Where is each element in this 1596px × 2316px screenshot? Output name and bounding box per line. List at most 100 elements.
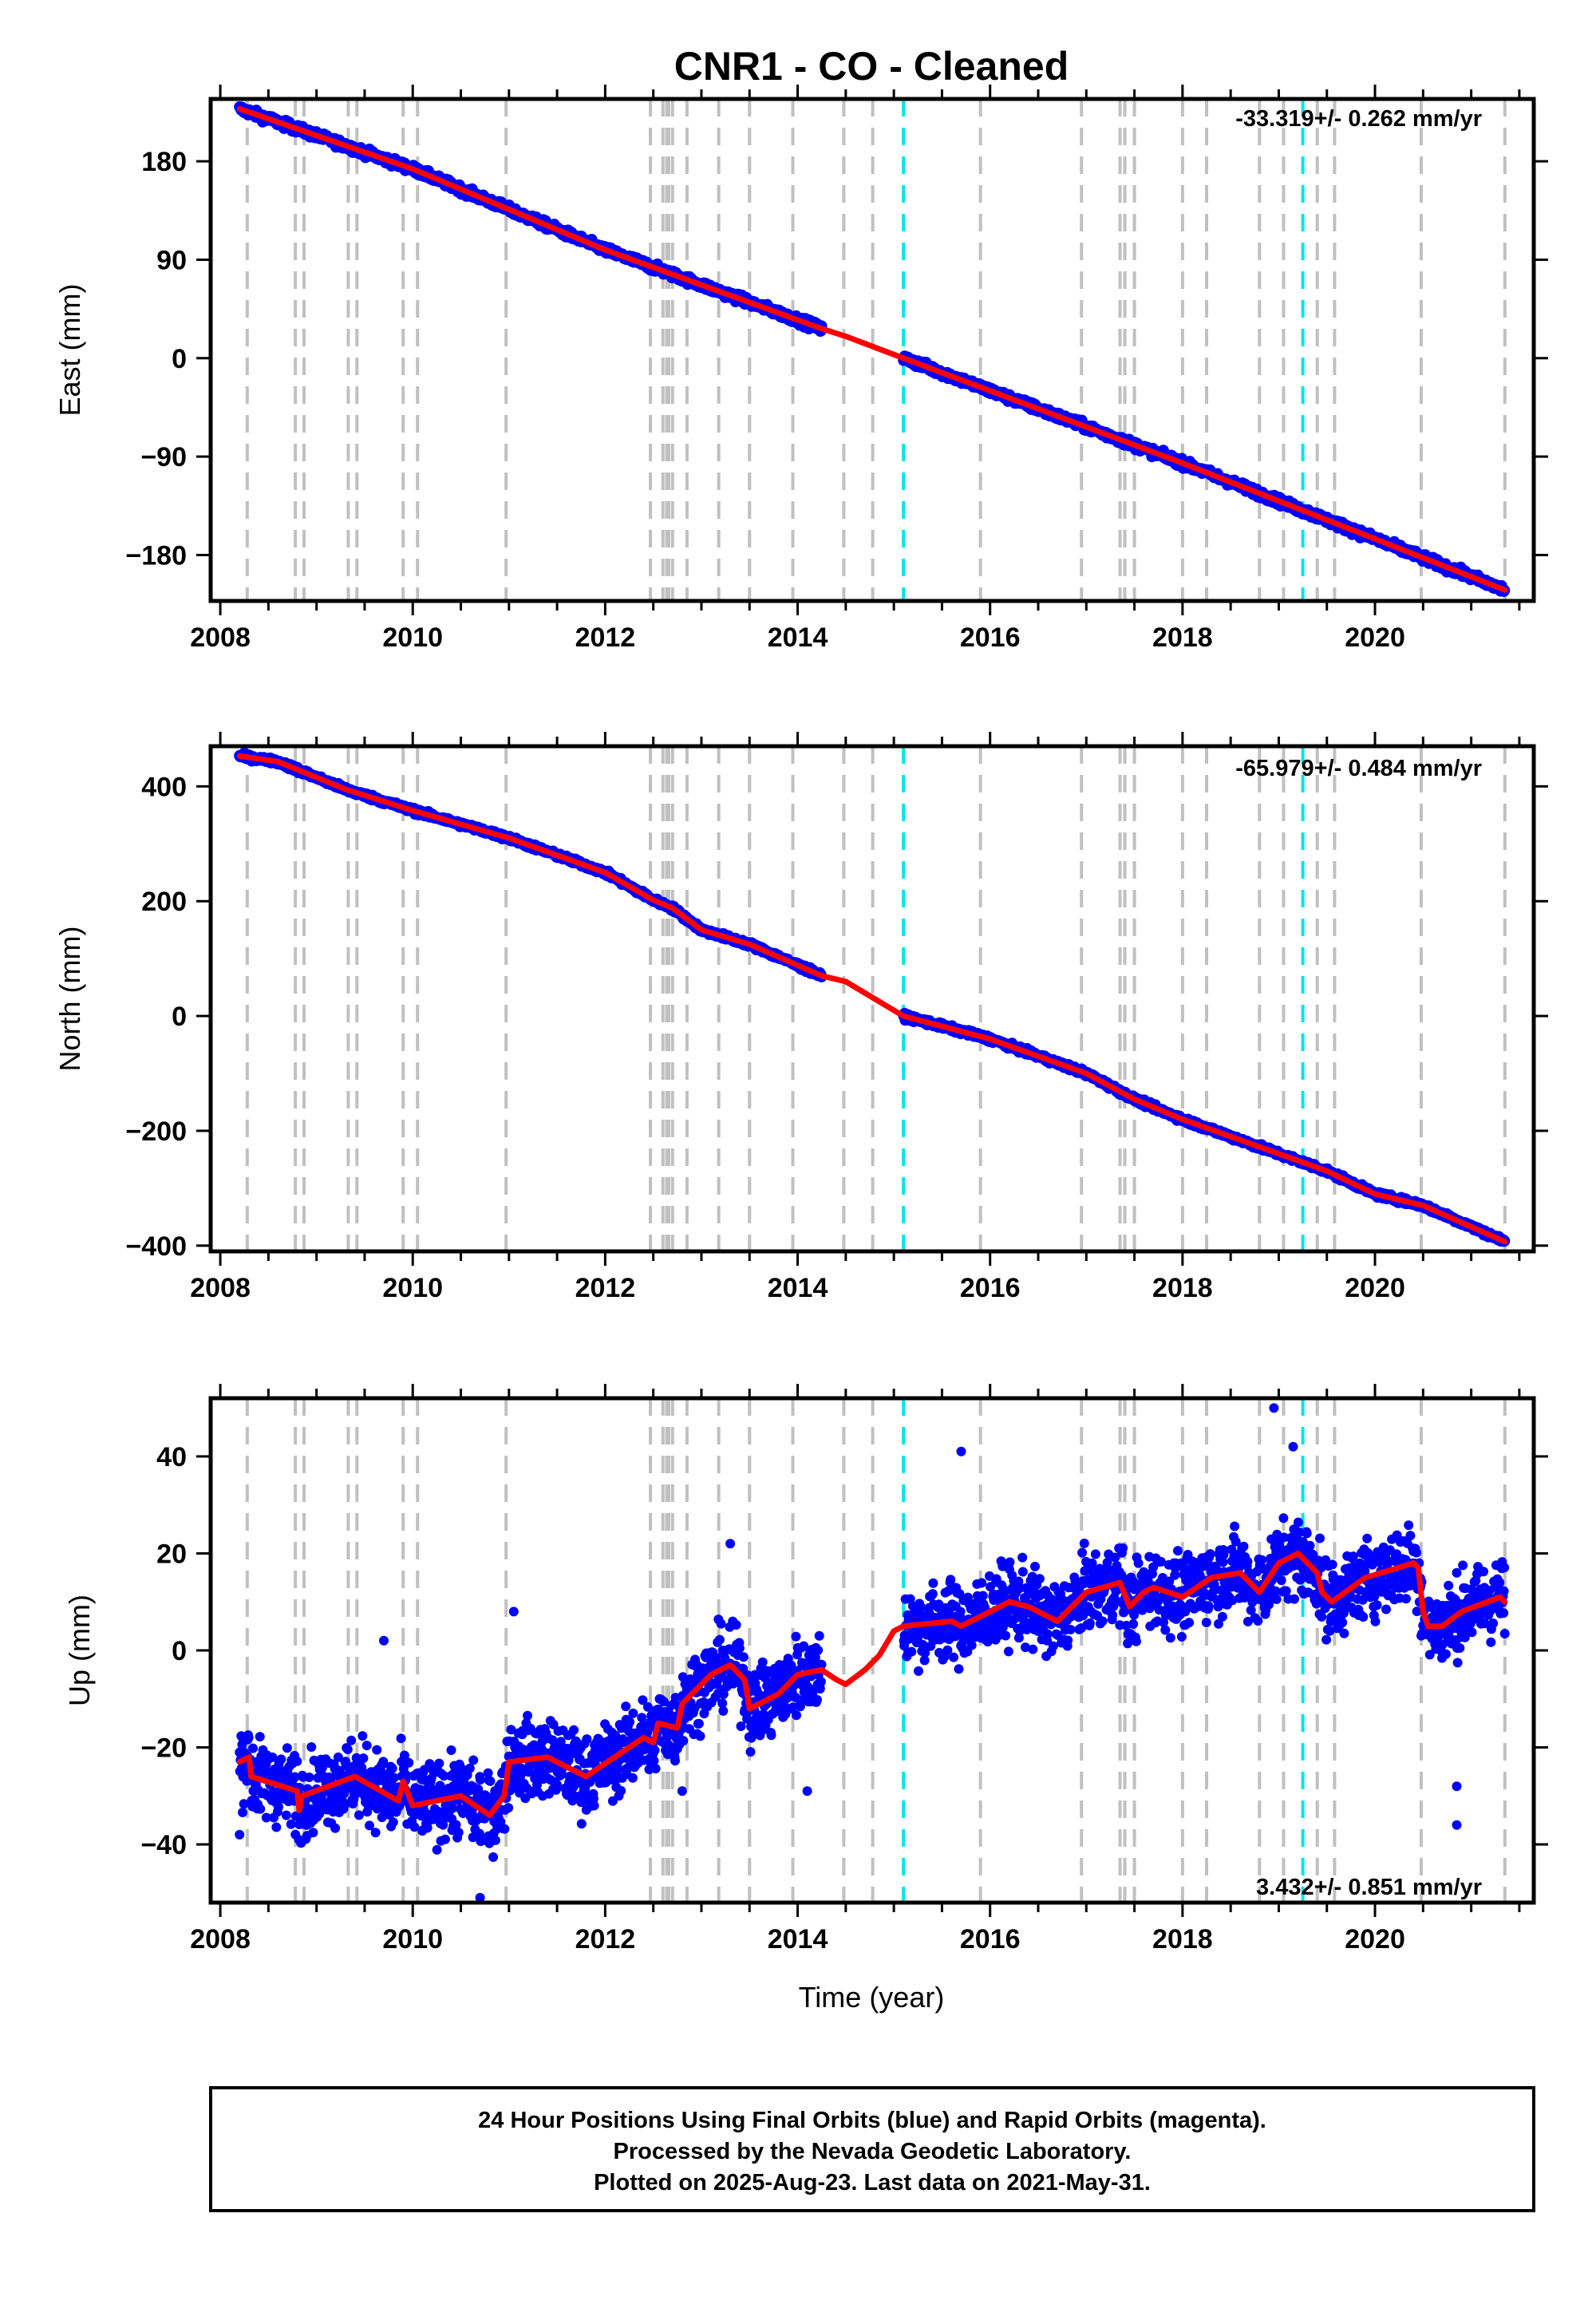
- data-point: [304, 1773, 314, 1782]
- data-point: [432, 1844, 442, 1855]
- data-point: [308, 1828, 318, 1838]
- data-point: [388, 1817, 398, 1828]
- y-tick-label: −200: [125, 1117, 187, 1147]
- data-point: [306, 1742, 317, 1752]
- data-point: [281, 1810, 291, 1820]
- data-point: [404, 1757, 414, 1768]
- plot-area: [234, 746, 1511, 1251]
- data-point: [361, 1741, 372, 1751]
- plot-frame: [208, 744, 1536, 1254]
- data-point: [451, 1820, 461, 1830]
- x-tick-label: 2012: [575, 1273, 636, 1303]
- x-tick-label: 2016: [960, 622, 1021, 653]
- data-point: [459, 1779, 469, 1789]
- x-tick-label: 2008: [190, 1273, 251, 1303]
- x-tick-label: 2018: [1152, 1273, 1213, 1303]
- data-point: [409, 1822, 420, 1832]
- data-point: [290, 1772, 300, 1782]
- y-axis-label: North (mm): [53, 927, 86, 1072]
- data-point: [434, 1758, 444, 1769]
- x-tick-label: 2010: [382, 622, 443, 653]
- data-point: [446, 1745, 456, 1755]
- data-point: [342, 1745, 353, 1754]
- y-tick-label: 180: [141, 147, 187, 177]
- data-point: [267, 1752, 278, 1762]
- plot-area: [235, 1398, 1510, 1903]
- data-point: [370, 1828, 381, 1838]
- data-point: [346, 1735, 357, 1745]
- data-point: [453, 1828, 464, 1838]
- data-point: [358, 1753, 369, 1764]
- model-fit-line: [236, 105, 1508, 593]
- plot-frame: [208, 97, 1536, 603]
- x-tick-label: 2014: [768, 1273, 828, 1303]
- model-fit-line: [236, 753, 1508, 1245]
- data-point: [276, 1754, 286, 1765]
- data-point: [396, 1733, 406, 1744]
- data-point: [387, 1763, 397, 1773]
- y-tick-label: 0: [172, 1002, 187, 1032]
- data-point: [334, 1765, 345, 1776]
- data-point: [340, 1800, 350, 1810]
- north-panel: 2008 2010 2012 2014 2016 2018 2020 −400 −200 0 200…: [53, 732, 1548, 1303]
- data-point: [440, 1834, 450, 1844]
- data-point: [378, 1757, 389, 1767]
- rate-label: -65.979+/- 0.484 mm/yr: [1235, 756, 1482, 781]
- data-point: [239, 1799, 249, 1809]
- data-point: [292, 1756, 302, 1766]
- data-point: [243, 1733, 254, 1743]
- data-point: [365, 1820, 374, 1831]
- up-panel: 2008 2010 2012 2014 2016 2018 2020−40−2002040U…: [63, 1384, 1548, 1954]
- data-point: [439, 1771, 449, 1781]
- data-point: [261, 1812, 271, 1823]
- data-point: [483, 1768, 493, 1778]
- x-tick-label: 2012: [575, 622, 636, 653]
- data-point: [286, 1819, 296, 1829]
- y-axis-label: East (mm): [53, 284, 86, 417]
- rate-label: -33.319+/- 0.262 mm/yr: [1235, 106, 1482, 132]
- data-point: [282, 1743, 292, 1753]
- data-point: [435, 1780, 445, 1791]
- data-point: [274, 1802, 283, 1812]
- data-point: [475, 1775, 485, 1785]
- data-point: [372, 1745, 382, 1755]
- x-tick-label: 2010: [382, 1273, 443, 1303]
- plot-area: [234, 99, 1511, 601]
- data-point: [422, 1823, 433, 1833]
- data-point: [490, 1835, 500, 1845]
- x-tick-label: 2018: [1152, 622, 1213, 653]
- data-point: [500, 1824, 510, 1834]
- data-point: [255, 1804, 266, 1814]
- data-point: [358, 1731, 368, 1741]
- x-tick-label: 2020: [1345, 622, 1405, 653]
- data-point: [448, 1803, 458, 1813]
- data-point: [330, 1823, 341, 1833]
- data-point: [333, 1752, 343, 1762]
- y-tick-label: −400: [125, 1231, 187, 1262]
- x-tick-label: 2016: [960, 1273, 1021, 1303]
- page-title: CNR1 - CO - Cleaned: [674, 44, 1069, 89]
- data-point: [415, 1784, 425, 1795]
- y-tick-label: −180: [125, 540, 187, 571]
- data-point: [488, 1852, 499, 1862]
- data-point: [485, 1776, 496, 1786]
- data-point: [248, 1743, 258, 1753]
- data-point: [238, 1808, 247, 1817]
- data-point: [468, 1755, 479, 1765]
- data-points: [235, 1403, 1510, 1903]
- data-point: [401, 1770, 412, 1780]
- x-tick-label: 2008: [190, 622, 251, 653]
- y-tick-label: −90: [140, 442, 187, 472]
- y-tick-label: 200: [141, 887, 187, 917]
- x-tick-label: 2020: [1345, 1273, 1405, 1303]
- data-point: [354, 1810, 364, 1820]
- east-panel: 2008 2010 2012 2014 2016 2018 2020 −180 −90 0 90 18…: [53, 85, 1548, 653]
- y-tick-label: 0: [172, 344, 187, 374]
- data-point: [271, 1822, 282, 1832]
- y-tick-label: 90: [156, 245, 187, 275]
- data-point: [464, 1763, 475, 1773]
- data-point: [255, 1732, 265, 1742]
- x-tick-label: 2014: [768, 622, 828, 653]
- data-point: [389, 1773, 399, 1783]
